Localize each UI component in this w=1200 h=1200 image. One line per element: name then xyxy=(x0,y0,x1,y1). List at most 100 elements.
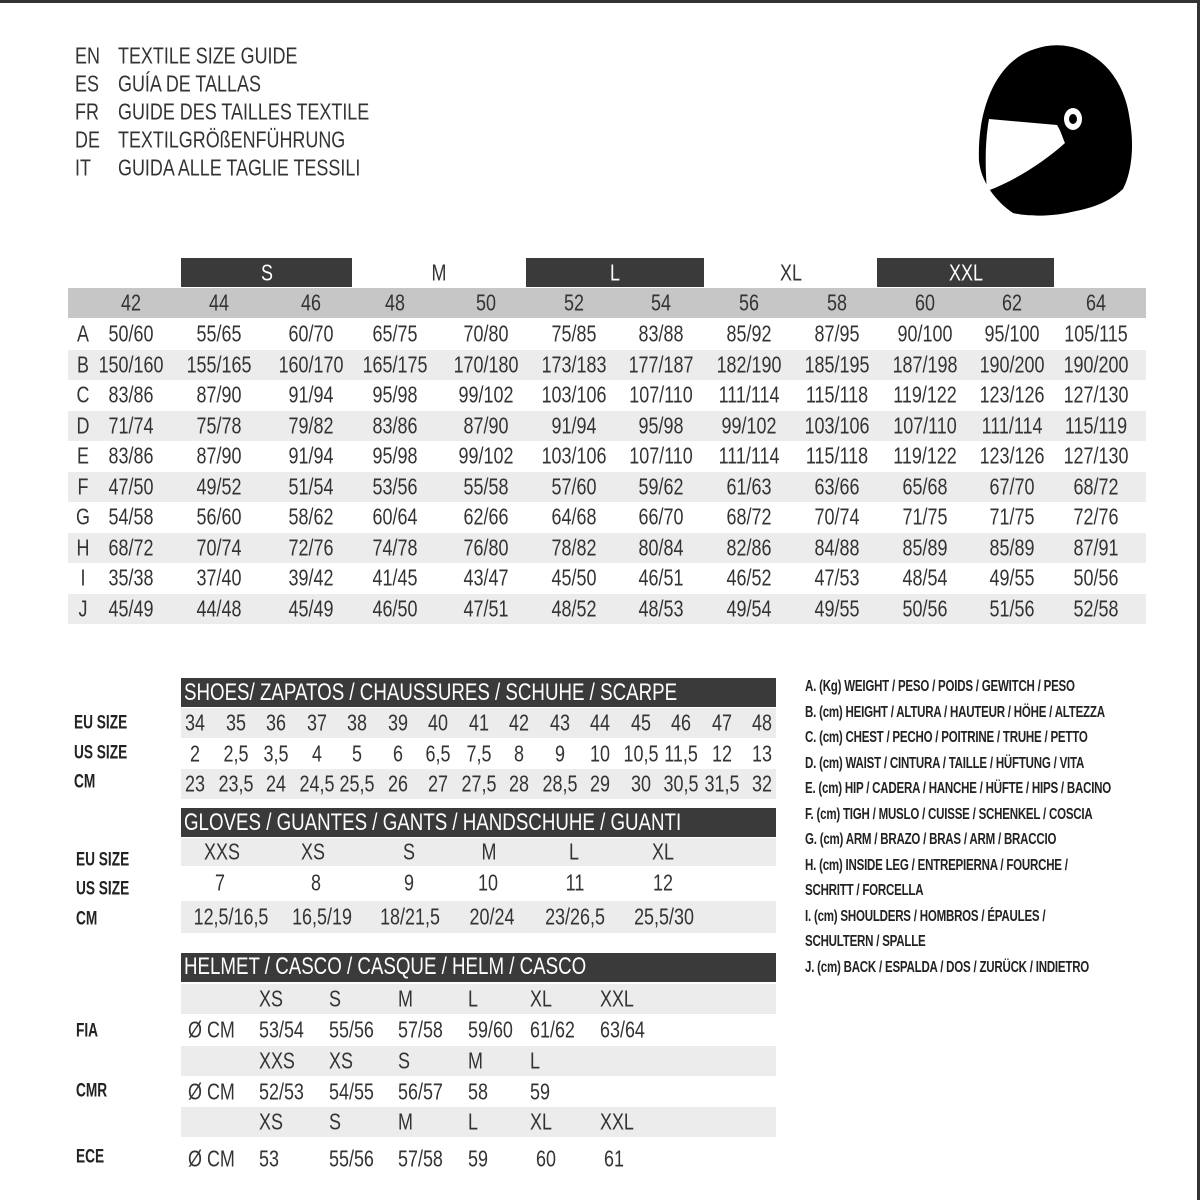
table-cell: 7,5 xyxy=(466,740,491,767)
helmet-value: 61/62 xyxy=(530,1016,575,1043)
legend-item: D. (cm) WAIST / CINTURA / TAILLE / HÜFTU… xyxy=(805,754,1085,772)
table-cell: 41 xyxy=(468,709,489,736)
legend-item: F. (cm) TIGH / MUSLO / CUISSE / SCHENKEL… xyxy=(805,805,1093,823)
size-number: 54 xyxy=(651,289,671,316)
table-cell: 66/70 xyxy=(638,503,684,530)
table-cell: 185/195 xyxy=(804,351,870,377)
row-label: US SIZE xyxy=(76,878,130,900)
helmet-value: 53 xyxy=(259,1145,279,1172)
table-cell: 47 xyxy=(711,709,732,736)
size-number: 62 xyxy=(1002,289,1022,316)
table-cell: 46/51 xyxy=(638,564,684,591)
table-cell: L xyxy=(569,838,579,865)
guide-title: GUIDE DES TAILLES TEXTILE xyxy=(118,98,370,125)
table-cell: XXS xyxy=(204,838,240,865)
table-cell: 83/86 xyxy=(108,381,154,408)
table-row-stripe xyxy=(68,471,1146,502)
table-cell: 71/75 xyxy=(902,503,948,530)
helmet-value: 57/58 xyxy=(398,1016,443,1043)
table-cell: 34 xyxy=(185,709,205,736)
table-cell: 4 xyxy=(311,740,322,767)
table-cell: 150/160 xyxy=(98,351,164,377)
helmet-value: 56/57 xyxy=(398,1078,443,1104)
helmet-value: 54/55 xyxy=(329,1078,374,1104)
table-cell: 45/49 xyxy=(108,595,154,621)
table-cell: 85/92 xyxy=(726,320,772,347)
table-cell: 72/76 xyxy=(288,534,334,560)
table-cell: 2,5 xyxy=(223,740,248,767)
table-cell: 3,5 xyxy=(263,740,289,767)
table-cell: 56/60 xyxy=(196,503,242,530)
table-cell: 50/60 xyxy=(108,320,154,347)
table-cell: 95/98 xyxy=(638,412,684,438)
legend-item: C. (cm) CHEST / PECHO / POITRINE / TRUHE… xyxy=(805,729,1088,746)
size-number: 44 xyxy=(209,289,229,316)
table-cell: 42 xyxy=(509,709,529,736)
table-cell: XS xyxy=(301,838,325,865)
table-cell: 46 xyxy=(671,709,691,736)
helmet-value: 59 xyxy=(468,1145,488,1172)
table-cell: 43/47 xyxy=(463,564,509,591)
table-cell: 177/187 xyxy=(628,351,694,377)
table-cell: 27,5 xyxy=(461,770,496,797)
legend-item: J. (cm) BACK / ESPALDA / DOS / ZURÜCK / … xyxy=(805,958,1090,976)
table-cell: 83/88 xyxy=(638,320,684,347)
table-cell: 55/65 xyxy=(196,320,242,347)
helmet-size: L xyxy=(468,1108,478,1135)
table-cell: 187/198 xyxy=(892,351,958,377)
size-number: 48 xyxy=(385,289,405,316)
table-cell: S xyxy=(403,838,415,865)
row-label: CM xyxy=(74,771,96,793)
size-number: 64 xyxy=(1086,289,1106,316)
table-cell: 49/52 xyxy=(196,473,242,499)
table-cell: 111/114 xyxy=(718,381,780,408)
table-cell: 10 xyxy=(590,740,610,767)
table-cell: 84/88 xyxy=(814,534,860,560)
table-cell: 12 xyxy=(653,869,673,896)
size-number: 58 xyxy=(827,289,847,316)
table-cell: 111/114 xyxy=(981,412,1043,438)
helmet-size: XXL xyxy=(600,985,634,1012)
table-cell: 85/89 xyxy=(902,534,948,560)
table-cell: 24,5 xyxy=(299,770,334,797)
table-cell: 68/72 xyxy=(108,534,154,560)
letter-size-label: XL xyxy=(779,259,802,286)
helmet-size: M xyxy=(398,1108,413,1135)
table-row-stripe xyxy=(181,708,776,738)
legend-item: SCHULTERN / SPALLE xyxy=(805,933,926,950)
size-number: 42 xyxy=(121,289,141,316)
table-cell: 5 xyxy=(352,740,362,767)
table-cell: 95/98 xyxy=(372,442,418,469)
table-cell: M xyxy=(481,838,497,865)
table-cell: 48 xyxy=(752,709,772,736)
table-cell: 50/56 xyxy=(902,595,948,621)
legend-item: B. (cm) HEIGHT / ALTURA / HAUTEUR / HÖHE… xyxy=(805,703,1105,721)
unit-label: Ø CM xyxy=(188,1078,235,1104)
table-cell: 65/68 xyxy=(902,473,948,499)
table-cell: 127/130 xyxy=(1063,381,1129,408)
table-cell: 87/95 xyxy=(814,320,860,347)
helmet-value: 63/64 xyxy=(600,1016,645,1043)
measure-key: D xyxy=(76,412,90,438)
table-cell: 29 xyxy=(590,770,610,797)
measure-key: G xyxy=(76,503,90,530)
measure-key: E xyxy=(77,442,89,469)
unit-label: Ø CM xyxy=(188,1145,235,1172)
table-cell: 83/86 xyxy=(108,442,154,469)
standard-label: ECE xyxy=(76,1146,105,1168)
table-cell: 49/54 xyxy=(726,595,772,621)
helmet-size: M xyxy=(398,985,413,1012)
helmet-icon xyxy=(978,45,1133,216)
table-cell: 74/78 xyxy=(372,534,418,560)
section-header xyxy=(181,808,776,837)
table-cell: 78/82 xyxy=(551,534,597,560)
table-cell: 23/26,5 xyxy=(545,903,605,930)
table-cell: 36 xyxy=(266,709,286,736)
table-cell: 160/170 xyxy=(278,351,344,377)
table-cell: 44 xyxy=(590,709,610,736)
guide-title: GUIDA ALLE TAGLIE TESSILI xyxy=(118,154,361,181)
table-cell: 67/70 xyxy=(989,473,1035,499)
table-cell: 13 xyxy=(752,740,772,767)
legend-item: E. (cm) HIP / CADERA / HANCHE / HÜFTE / … xyxy=(805,780,1112,797)
